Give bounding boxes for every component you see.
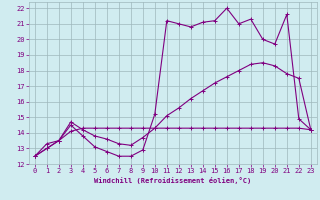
X-axis label: Windchill (Refroidissement éolien,°C): Windchill (Refroidissement éolien,°C) [94,177,252,184]
